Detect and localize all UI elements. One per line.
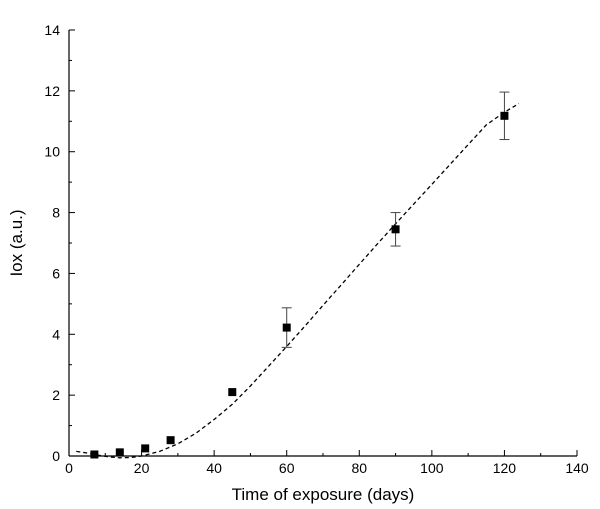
y-axis-title: Iox (a.u.) (7, 209, 26, 276)
x-tick-label: 0 (65, 460, 73, 476)
data-point (282, 323, 291, 332)
y-tick-label: 6 (52, 265, 60, 281)
x-tick-label: 140 (565, 460, 589, 476)
y-tick-label: 4 (52, 326, 60, 342)
y-tick-label: 8 (52, 205, 60, 221)
data-point (141, 444, 150, 453)
data-point (166, 436, 175, 445)
fit-curve (76, 103, 520, 459)
data-point (90, 450, 99, 459)
y-tick-label: 0 (52, 448, 60, 464)
x-tick-label: 120 (493, 460, 517, 476)
x-axis-title: Time of exposure (days) (232, 485, 415, 504)
data-point (391, 225, 400, 234)
y-tick-label: 2 (52, 387, 60, 403)
x-tick-label: 60 (279, 460, 295, 476)
x-tick-label: 100 (420, 460, 444, 476)
y-tick-label: 10 (44, 144, 60, 160)
data-point (115, 448, 124, 457)
data-point (228, 388, 237, 397)
y-tick-label: 12 (44, 83, 60, 99)
plot-area: 0 20 40 60 80 100 120 140 0 2 4 6 8 10 12 14 (44, 22, 588, 476)
x-tick-label: 40 (206, 460, 222, 476)
x-tick-label: 80 (351, 460, 367, 476)
x-tick-label: 20 (134, 460, 150, 476)
y-tick-label: 14 (44, 22, 60, 38)
data-point (500, 111, 509, 120)
